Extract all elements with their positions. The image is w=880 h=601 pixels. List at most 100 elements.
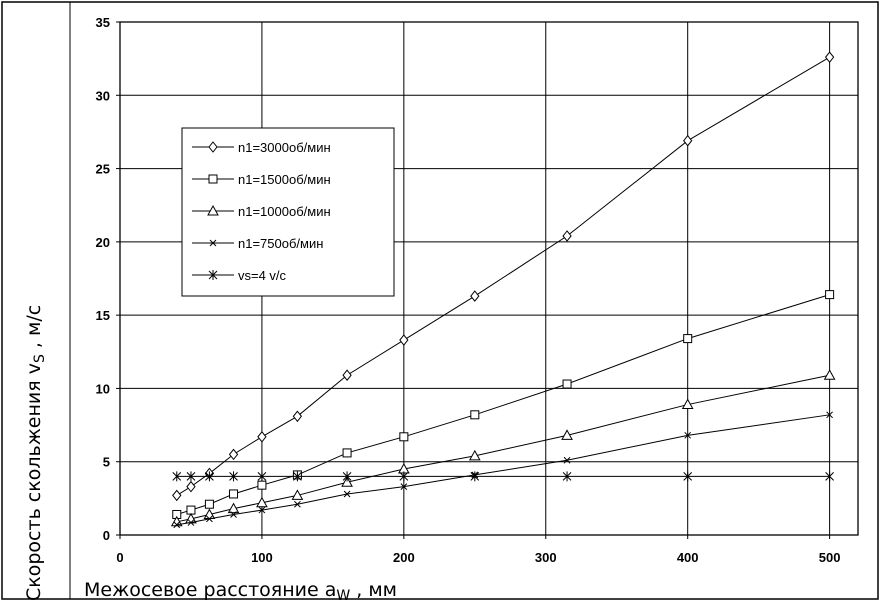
data-point: [230, 511, 237, 518]
data-point: [257, 480, 267, 490]
data-point: [825, 471, 834, 482]
x-tick-label: 500: [819, 550, 841, 565]
series-line: [176, 414, 830, 526]
plot-area: [119, 21, 859, 536]
x-tick-labels: 0 100 200 300 400 500: [116, 550, 840, 565]
data-point: [229, 489, 239, 499]
series-group: [170, 51, 836, 529]
y-tick-label: 0: [103, 528, 110, 543]
data-point: [186, 471, 196, 482]
legend-item: n1=1000об/мин: [192, 204, 331, 219]
legend-marker: [207, 204, 219, 216]
legend-box: [181, 127, 395, 297]
data-point: [823, 369, 836, 380]
legend-label: n1=1000об/мин: [238, 204, 331, 219]
data-point: [470, 410, 480, 420]
legend-label: n1=1500об/мин: [238, 172, 331, 187]
legend-label: vs=4 v/c: [238, 268, 287, 283]
data-point: [258, 506, 266, 514]
legend-item: vs=4 v/c: [192, 268, 287, 283]
data-point: [228, 448, 239, 461]
data-point: [470, 471, 480, 482]
data-point: [186, 480, 196, 493]
legend: n1=3000об/мин n1=1500об/мин n1=1000об/мин n…: [181, 127, 395, 297]
data-point: [683, 134, 693, 147]
data-point: [342, 448, 352, 458]
data-point: [562, 379, 572, 389]
y-tick-label: 25: [96, 162, 110, 177]
data-point: [204, 499, 214, 509]
data-point: [470, 290, 480, 302]
legend-item: n1=3000об/мин: [192, 140, 331, 155]
data-point: [342, 471, 352, 482]
x-tick-label: 200: [393, 550, 415, 565]
data-point: [562, 471, 572, 482]
x-tick-label: 100: [251, 550, 273, 565]
data-point: [683, 471, 693, 482]
data-point: [206, 515, 213, 523]
data-point: [562, 230, 572, 242]
data-point: [561, 429, 573, 440]
data-point: [229, 471, 238, 482]
series-5: [172, 471, 834, 482]
series-4: [173, 411, 833, 529]
data-point: [826, 411, 833, 419]
data-point: [257, 430, 267, 443]
y-tick-label: 20: [96, 235, 110, 250]
data-point: [824, 51, 835, 63]
y-tick-label: 30: [96, 88, 110, 103]
data-point: [256, 496, 268, 508]
y-axis-title: Скорость скольжения vS , м/с: [23, 305, 48, 601]
x-tick-label: 0: [116, 550, 123, 565]
data-point: [293, 471, 302, 482]
data-point: [257, 471, 267, 482]
legend-marker: [208, 141, 218, 153]
series-line: [176, 374, 830, 523]
data-point: [399, 471, 409, 482]
data-point: [825, 290, 835, 300]
legend-marker: [208, 270, 218, 280]
data-point: [173, 521, 181, 529]
series-line: [176, 294, 830, 515]
legend-label: n1=3000об/мин: [238, 140, 331, 155]
legend-label: n1=750об/мин: [238, 236, 323, 251]
data-point: [400, 483, 408, 490]
x-tick-label: 300: [535, 550, 557, 565]
y-tick-label: 5: [103, 455, 110, 470]
data-point: [563, 456, 571, 464]
data-point: [205, 471, 214, 482]
data-point: [172, 489, 182, 502]
data-point: [683, 334, 693, 344]
x-tick-label: 400: [677, 550, 699, 565]
x-axis-title: Межосевое расстояние aW , мм: [84, 579, 397, 601]
y-tick-label: 15: [96, 308, 110, 323]
data-point: [291, 489, 304, 500]
legend-marker: [209, 239, 217, 247]
data-point: [227, 502, 240, 514]
data-point: [294, 500, 301, 508]
y-tick-label: 35: [96, 15, 110, 30]
legend-item: n1=750об/мин: [192, 236, 323, 251]
series-2: [172, 290, 835, 519]
data-point: [343, 490, 351, 498]
data-point: [684, 431, 692, 439]
data-point: [292, 410, 303, 423]
data-point: [172, 471, 182, 482]
data-point: [399, 334, 409, 346]
series-3: [170, 369, 836, 527]
legend-item: n1=1500об/мин: [192, 172, 331, 187]
data-point: [342, 369, 352, 382]
y-tick-labels: 0 5 10 15 20 25 30 35: [96, 15, 110, 543]
series-line: [176, 56, 830, 496]
data-point: [681, 398, 694, 410]
data-point: [187, 519, 195, 526]
legend-marker: [208, 174, 218, 184]
series-1: [172, 51, 835, 502]
y-tick-label: 10: [96, 381, 110, 396]
data-point: [468, 449, 481, 461]
axes: [69, 2, 859, 599]
data-point: [341, 476, 353, 487]
data-point: [399, 432, 409, 442]
